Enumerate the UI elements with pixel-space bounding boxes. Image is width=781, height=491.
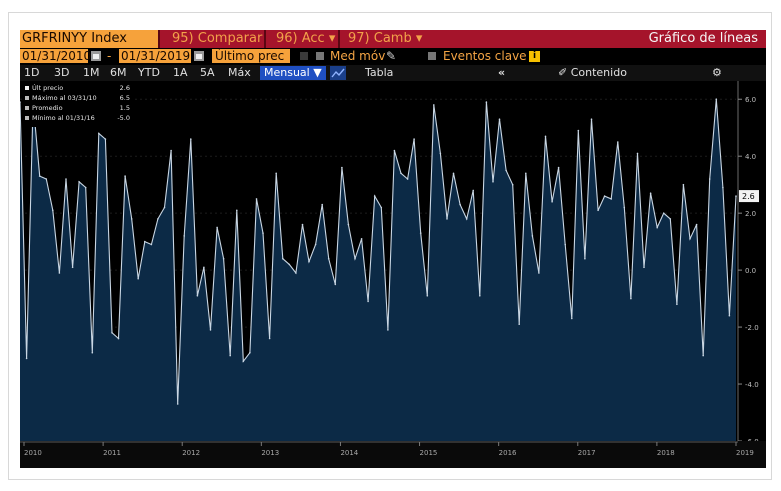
- y-tick-label: 2.0: [745, 210, 756, 218]
- separator: [158, 30, 160, 48]
- ticker-label[interactable]: GRFRINYY Index: [20, 30, 158, 48]
- legend-label: Promedio: [32, 104, 63, 112]
- legend-label: Mínimo al 01/31/16: [32, 114, 95, 122]
- y-tick-label: -2.0: [745, 324, 759, 332]
- bloomberg-terminal: GRFRINYY Index 95) Comparar 96) Acc ▾ 97…: [20, 30, 766, 468]
- y-tick-label: 0.0: [745, 267, 756, 275]
- legend-background: [22, 83, 134, 127]
- content-button[interactable]: ✐ Contenido: [558, 65, 627, 81]
- legend-label: Máximo al 03/31/10: [32, 94, 97, 102]
- y-tick-label: 6.0: [745, 96, 756, 104]
- change-menu[interactable]: 97) Camb ▾: [348, 31, 423, 46]
- content-label: Contenido: [570, 66, 627, 79]
- y-tick-label: -4.0: [745, 381, 759, 389]
- x-tick-label: 2015: [420, 449, 438, 457]
- date-range-dash: -: [107, 49, 112, 63]
- key-events-checkbox[interactable]: [428, 52, 436, 60]
- actions-menu[interactable]: 96) Acc ▾: [276, 31, 336, 46]
- compare-menu[interactable]: 95) Comparar: [172, 31, 263, 46]
- info-icon[interactable]: i: [529, 51, 540, 62]
- legend-swatch: [25, 106, 29, 110]
- start-date-field[interactable]: 01/31/2010: [20, 49, 92, 63]
- separator: [338, 30, 340, 48]
- edit-content-icon: ✐: [558, 66, 568, 79]
- x-tick-label: 2011: [103, 449, 121, 457]
- period-ytd-button[interactable]: YTD: [138, 66, 160, 79]
- legend-value: 1.5: [120, 104, 130, 112]
- series-line: [20, 99, 737, 405]
- y-tick-label: 4.0: [745, 153, 756, 161]
- table-button[interactable]: Tabla: [365, 66, 394, 79]
- x-tick-label: 2018: [657, 449, 675, 457]
- area-fill: [20, 99, 736, 441]
- moving-average-label[interactable]: Med móv: [330, 49, 386, 63]
- legend-value: 6.5: [120, 94, 130, 102]
- period-1m-button[interactable]: 1M: [83, 66, 100, 79]
- legend: Últ precio 2.6 Máximo al 03/31/10 6.5 Promed…: [22, 83, 134, 127]
- period-1y-button[interactable]: 1A: [173, 66, 188, 79]
- period-6m-button[interactable]: 6M: [110, 66, 127, 79]
- period-5y-button[interactable]: 5A: [200, 66, 215, 79]
- end-date-field[interactable]: 01/31/2019: [119, 49, 191, 63]
- calendar-icon[interactable]: [194, 51, 204, 61]
- x-tick-label: 2014: [340, 449, 358, 457]
- last-value-label: 2.6: [742, 192, 755, 201]
- key-events-label[interactable]: Eventos clave: [443, 49, 527, 63]
- x-axis: 2010 2011 2012 2013 2014 2015 2016 2017 2018 2019: [20, 441, 766, 468]
- legend-label: Últ precio: [32, 83, 63, 92]
- calendar-icon[interactable]: [91, 51, 101, 61]
- legend-value: 2.6: [120, 84, 130, 92]
- x-tick-label: 2019: [736, 449, 754, 457]
- x-tick-label: 2016: [499, 449, 517, 457]
- x-tick-label: 2013: [261, 449, 279, 457]
- x-tick-label: 2017: [578, 449, 596, 457]
- gear-icon[interactable]: ⚙: [712, 66, 722, 79]
- period-max-button[interactable]: Máx: [228, 66, 251, 79]
- chart-type-title: Gráfico de líneas: [648, 31, 758, 46]
- legend-value: -5.0: [117, 114, 130, 122]
- collapse-icon[interactable]: «: [498, 66, 506, 79]
- legend-swatch: [25, 96, 29, 100]
- last-value-box: [739, 190, 759, 203]
- price-type-dropdown[interactable]: Último prec: [212, 49, 290, 63]
- top-command-bar: GRFRINYY Index 95) Comparar 96) Acc ▾ 97…: [20, 30, 766, 48]
- frequency-dropdown[interactable]: Mensual ▼: [260, 66, 326, 80]
- period-bar: 1D 3D 1M 6M YTD 1A 5A Máx Mensual ▼ Tabl…: [20, 65, 766, 81]
- period-3d-button[interactable]: 3D: [54, 66, 70, 79]
- x-tick-label: 2012: [182, 449, 200, 457]
- legend-swatch: [25, 116, 29, 120]
- settings-bar: 01/31/2010 - 01/31/2019 Último prec Med …: [20, 48, 766, 65]
- line-chart: 6.04.02.00.0-2.0-4.0-6.02.6 201020112012…: [20, 81, 766, 468]
- x-tick-label: 2010: [24, 449, 42, 457]
- moving-average-checkbox[interactable]: [316, 52, 324, 60]
- legend-swatch: [25, 86, 29, 90]
- line-chart-icon[interactable]: [330, 66, 346, 80]
- pencil-icon[interactable]: ✎: [386, 49, 397, 63]
- separator: [264, 30, 266, 48]
- x-axis-strip: [20, 441, 766, 468]
- dropdown-arrow-icon[interactable]: [300, 52, 308, 60]
- period-1d-button[interactable]: 1D: [24, 66, 40, 79]
